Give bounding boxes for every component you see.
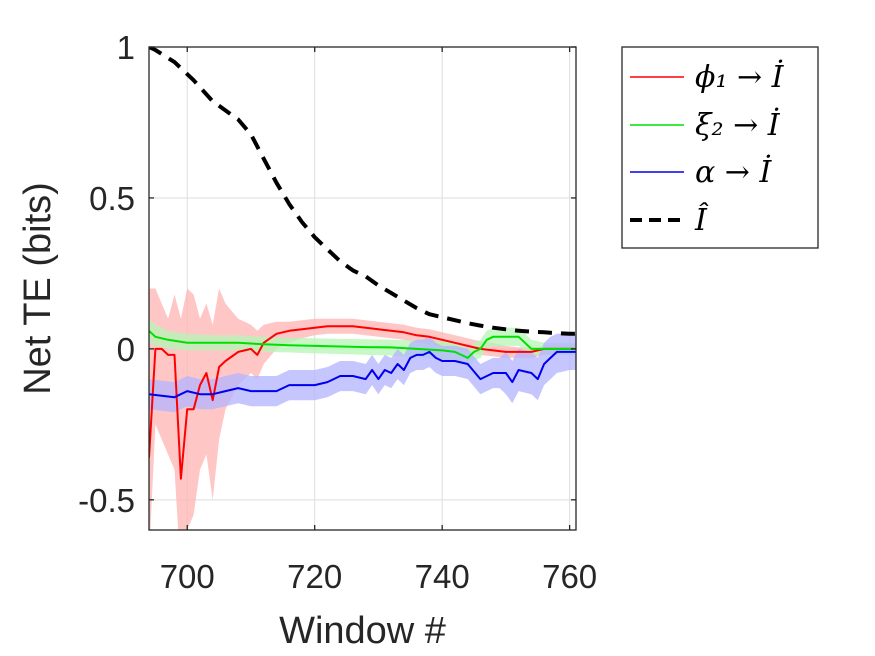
legend: ϕ₁ → İ ξ₂ → İ α → İ Î <box>621 46 819 249</box>
legend-label-1: ξ₂ → İ <box>695 107 781 143</box>
legend-label-0: ϕ₁ → İ <box>695 59 785 95</box>
y-axis-label: Net TE (bits) <box>17 182 59 395</box>
confidence-bands <box>149 288 576 530</box>
y-tick-label: 0 <box>117 331 135 368</box>
x-tick-label: 740 <box>415 558 470 595</box>
ticks <box>149 46 576 530</box>
legend-label-2: α → İ <box>695 154 772 190</box>
x-tick-label: 760 <box>542 558 597 595</box>
x-tick-label: 720 <box>287 558 342 595</box>
axes-box <box>148 46 577 531</box>
series-line-2 <box>149 350 576 399</box>
y-tick-label: 1 <box>117 29 135 66</box>
series-line-3 <box>149 47 576 336</box>
legend-label-3: Î <box>694 202 709 238</box>
x-tick-label: 700 <box>160 558 215 595</box>
series-line-0 <box>149 325 576 480</box>
series-band-2 <box>149 333 576 413</box>
series-line-1 <box>149 330 576 359</box>
legend-box <box>621 46 819 249</box>
y-tick-label: -0.5 <box>78 482 135 519</box>
y-tick-label: 0.5 <box>89 180 135 217</box>
x-axis-label: Window # <box>279 610 446 652</box>
tick-labels: 700 720 740 760 -0.5 0 0.5 1 <box>78 29 597 595</box>
series-lines <box>149 47 576 480</box>
